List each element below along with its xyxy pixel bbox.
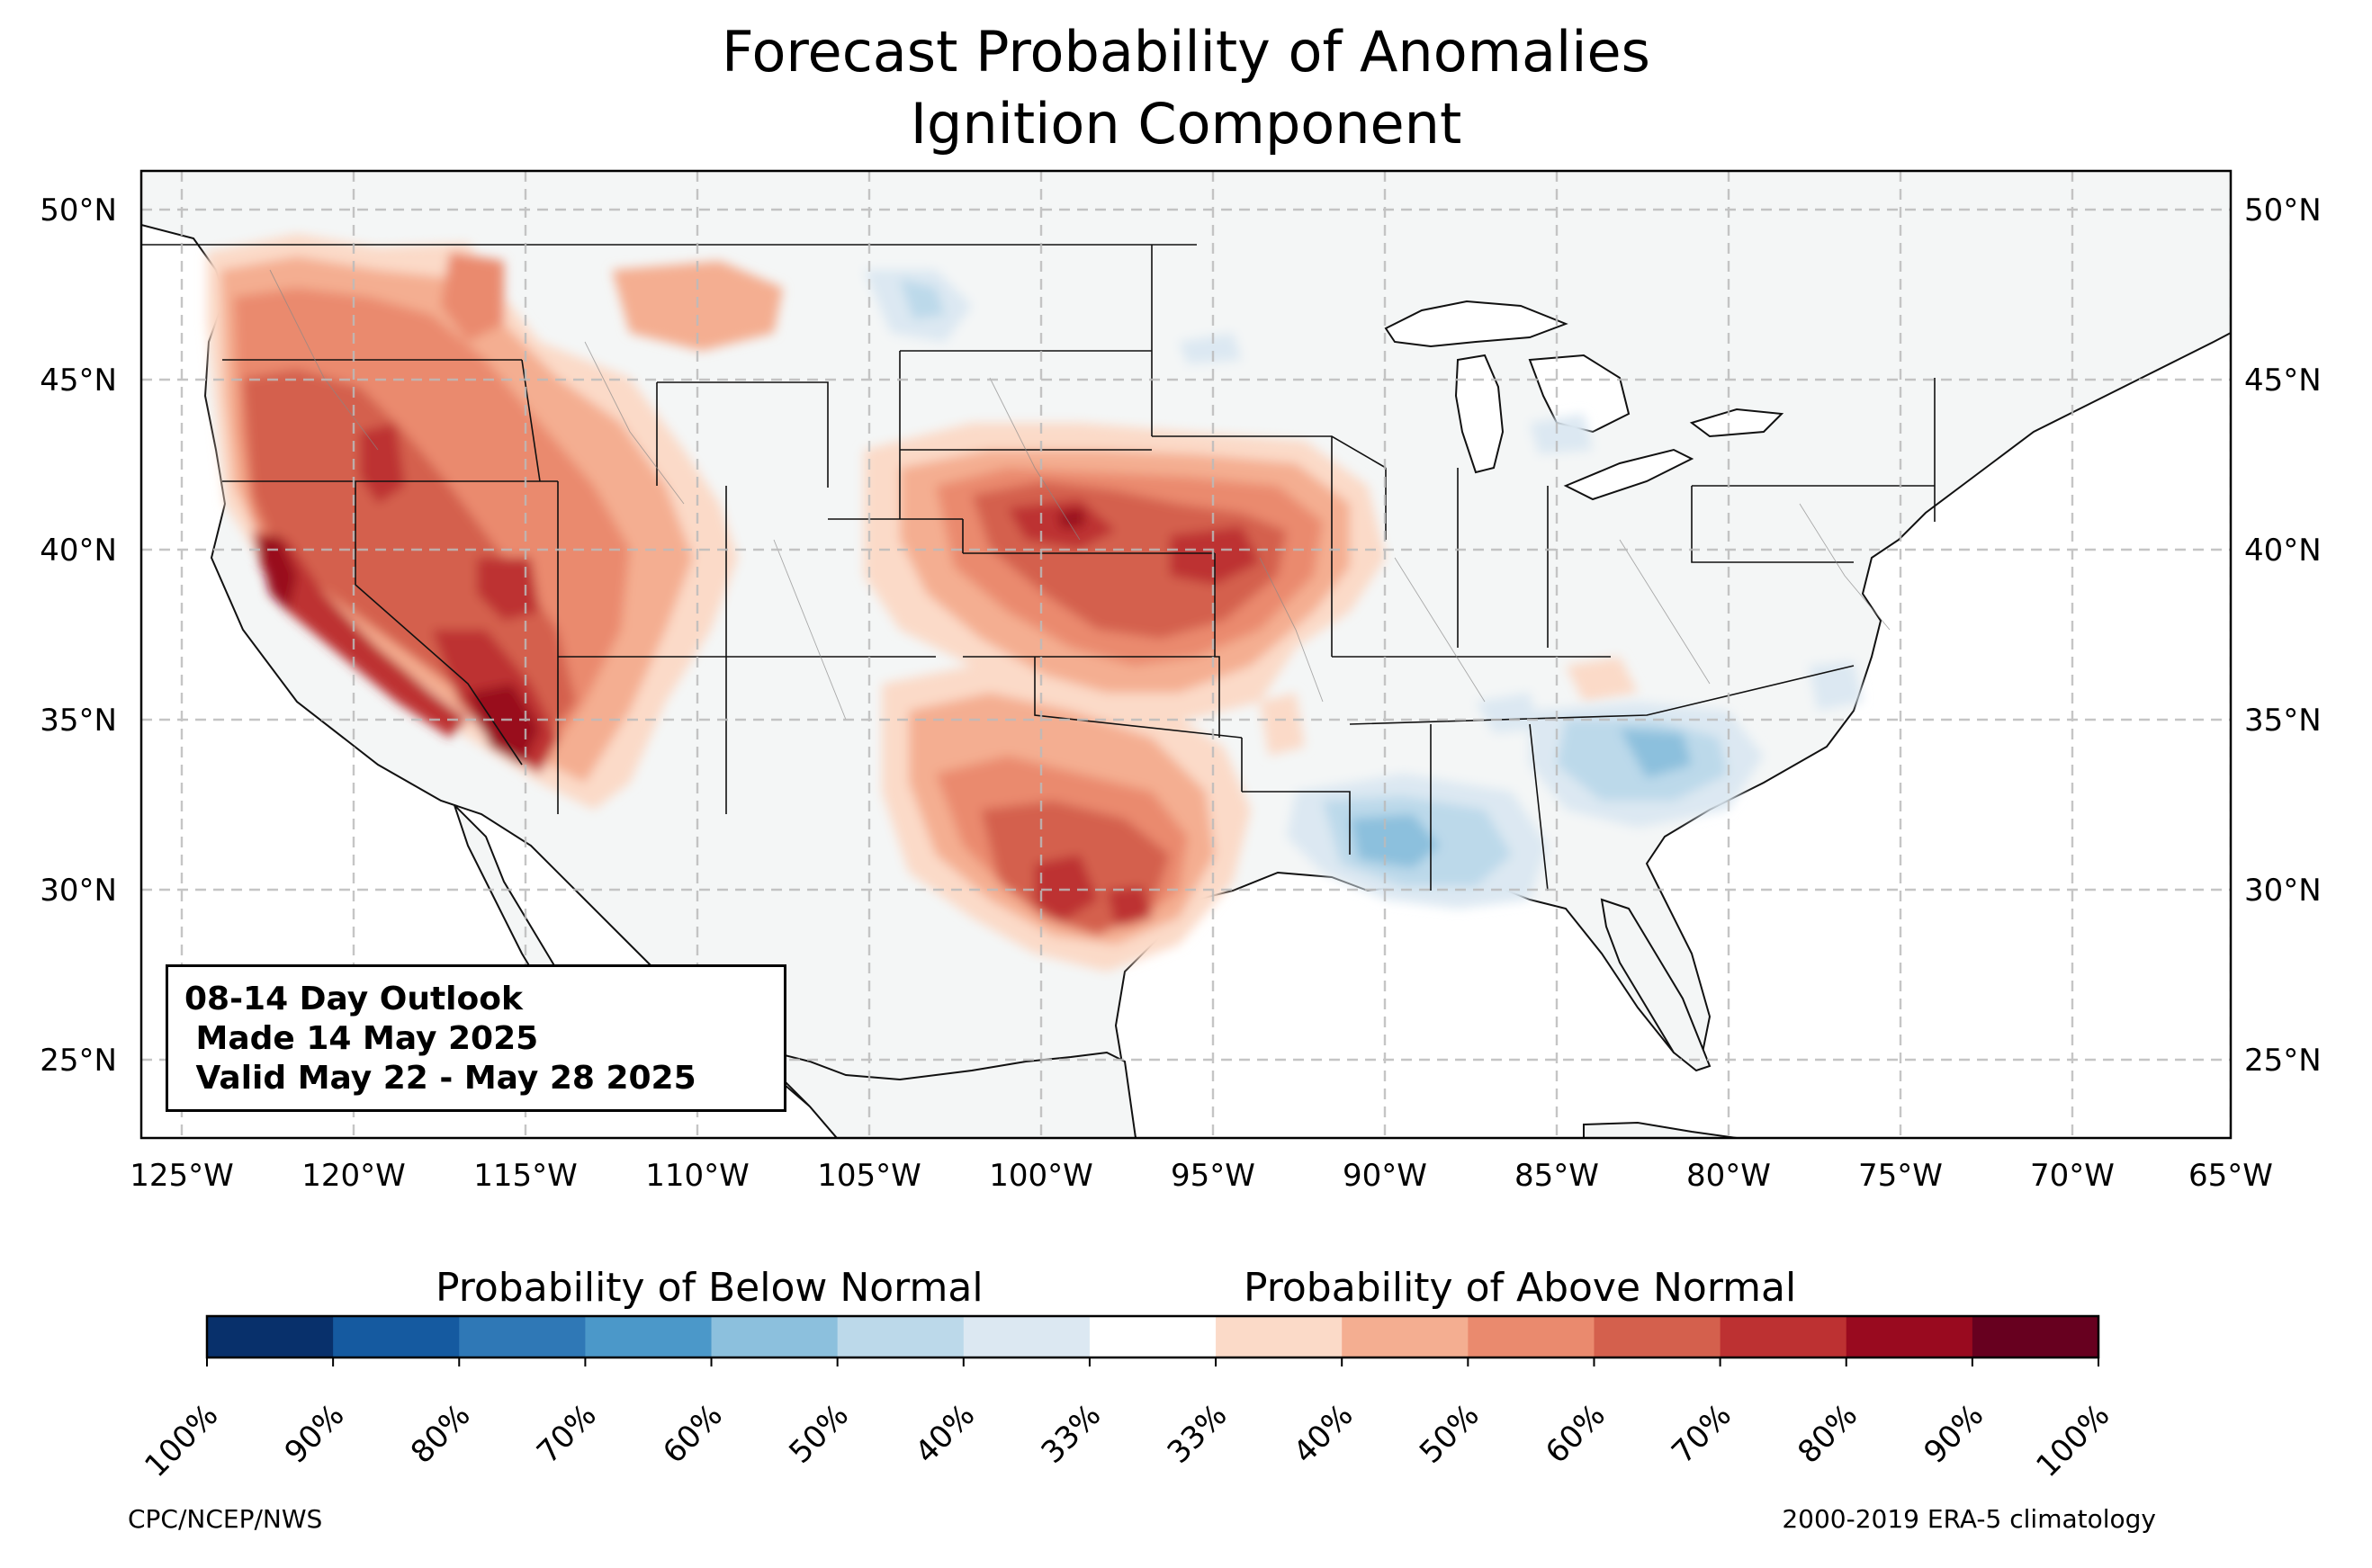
colorbar-segment: [585, 1316, 713, 1357]
lon-tick-label: 65°W: [2188, 1158, 2273, 1194]
colorbar-tick-label: 70%: [1665, 1397, 1739, 1471]
colorbar-segment: [1720, 1316, 1847, 1357]
colorbar-frame: [205, 1314, 2100, 1359]
colorbar-segment: [963, 1316, 1091, 1357]
lon-tick-label: 70°W: [2030, 1158, 2115, 1194]
lat-tick-label: 35°N: [40, 703, 117, 739]
lon-tick-label: 95°W: [1171, 1158, 1255, 1194]
outlook-valid-range: Valid May 22 - May 28 2025: [184, 1060, 696, 1097]
colorbar-segment: [1846, 1316, 1973, 1357]
colorbar-tick-label: 100%: [138, 1397, 225, 1484]
land-florida: [1600, 898, 1712, 1072]
footer-source: CPC/NCEP/NWS: [128, 1504, 323, 1534]
colorbar-segment: [711, 1316, 839, 1357]
colorbar-segment: [1342, 1316, 1469, 1357]
lat-labels-left: 50°N 45°N 40°N 35°N 30°N 25°N: [40, 193, 117, 1079]
secondary-boundaries: [269, 269, 1891, 721]
colorbar-tick-label: 80%: [1791, 1397, 1864, 1471]
map-frame: [139, 169, 2233, 1140]
lat-tick-label: 35°N: [2244, 703, 2322, 739]
lake-erie: [1563, 448, 1694, 501]
colorbar-tick-label: 100%: [2029, 1397, 2116, 1484]
lat-tick-label: 30°N: [40, 873, 117, 909]
colorbar-tick-label: 90%: [278, 1397, 352, 1471]
lon-tick-label: 90°W: [1343, 1158, 1427, 1194]
lon-tick-label: 75°W: [1858, 1158, 1943, 1194]
colorbar-above-label: Probability of Above Normal: [1244, 1265, 1797, 1311]
lake-michigan: [1454, 354, 1505, 474]
lake-superior: [1384, 300, 1568, 348]
colorbar-tick-label: 33%: [1161, 1397, 1235, 1471]
colorbar-segment: [1972, 1316, 2099, 1357]
lon-tick-label: 115°W: [473, 1158, 578, 1194]
outlook-made-date: Made 14 May 2025: [184, 1020, 539, 1057]
outlook-period: 08-14 Day Outlook: [184, 981, 523, 1017]
colorbar-segment: [459, 1316, 586, 1357]
colorbar-tick-label: 40%: [908, 1397, 982, 1471]
colorbar-tick-label: 70%: [530, 1397, 604, 1471]
land-cuba: [1583, 1121, 1738, 1138]
colorbar-tick-label: 50%: [782, 1397, 856, 1471]
colorbar-segment: [207, 1316, 334, 1357]
lat-tick-label: 45°N: [40, 363, 117, 399]
colorbar-tick-labels: 100% 90% 80% 70% 60% 50% 40% 33% 33% 40% 50% 60% 70%…: [138, 1357, 2116, 1484]
colorbar-segment: [333, 1316, 460, 1357]
below-normal-field: [864, 270, 1863, 909]
colorbar-segment: [1594, 1316, 1721, 1357]
lat-tick-label: 50°N: [40, 193, 117, 228]
colorbar-below-label: Probability of Below Normal: [436, 1265, 984, 1311]
colorbar-segment: [1089, 1316, 1217, 1357]
colorbar-segment: [1468, 1316, 1595, 1357]
lat-labels-right: 50°N 45°N 40°N 35°N 30°N 25°N: [2244, 193, 2322, 1079]
colorbar-tick-label: 60%: [1539, 1397, 1613, 1471]
map-title-line-1: Forecast Probability of Anomalies: [722, 19, 1650, 85]
lon-tick-label: 120°W: [301, 1158, 406, 1194]
lon-tick-label: 80°W: [1686, 1158, 1771, 1194]
colorbar-tick-label: 40%: [1287, 1397, 1361, 1471]
lat-tick-label: 30°N: [2244, 873, 2322, 909]
lon-tick-label: 125°W: [130, 1158, 234, 1194]
colorbar-tick-label: 33%: [1035, 1397, 1109, 1471]
footer-climatology: 2000-2019 ERA-5 climatology: [1782, 1504, 2156, 1534]
lon-tick-label: 100°W: [989, 1158, 1093, 1194]
colorbar-tick-label: 80%: [404, 1397, 478, 1471]
outlook-info-box: 08-14 Day Outlook Made 14 May 2025 Valid…: [166, 964, 786, 1112]
lat-tick-label: 25°N: [2244, 1043, 2322, 1079]
colorbar-tick-label: 50%: [1413, 1397, 1487, 1471]
colorbar-tick-label: 90%: [1918, 1397, 1991, 1471]
lat-tick-label: 50°N: [2244, 193, 2322, 228]
lat-tick-label: 40°N: [2244, 533, 2322, 569]
lon-tick-label: 110°W: [645, 1158, 750, 1194]
lon-tick-label: 85°W: [1514, 1158, 1599, 1194]
map-title-line-2: Ignition Component: [910, 91, 1462, 157]
lon-tick-label: 105°W: [817, 1158, 921, 1194]
lat-tick-label: 45°N: [2244, 363, 2322, 399]
lat-tick-label: 40°N: [40, 533, 117, 569]
lon-labels: 125°W 120°W 115°W 110°W 105°W 100°W 95°W…: [130, 1158, 2273, 1194]
lake-huron: [1528, 354, 1631, 434]
colorbar: [205, 1314, 2100, 1359]
colorbar-tick-label: 60%: [656, 1397, 730, 1471]
colorbar-segment: [1216, 1316, 1343, 1357]
colorbar-segment: [837, 1316, 965, 1357]
state-boundaries: [141, 244, 1936, 892]
lat-tick-label: 25°N: [40, 1043, 117, 1079]
